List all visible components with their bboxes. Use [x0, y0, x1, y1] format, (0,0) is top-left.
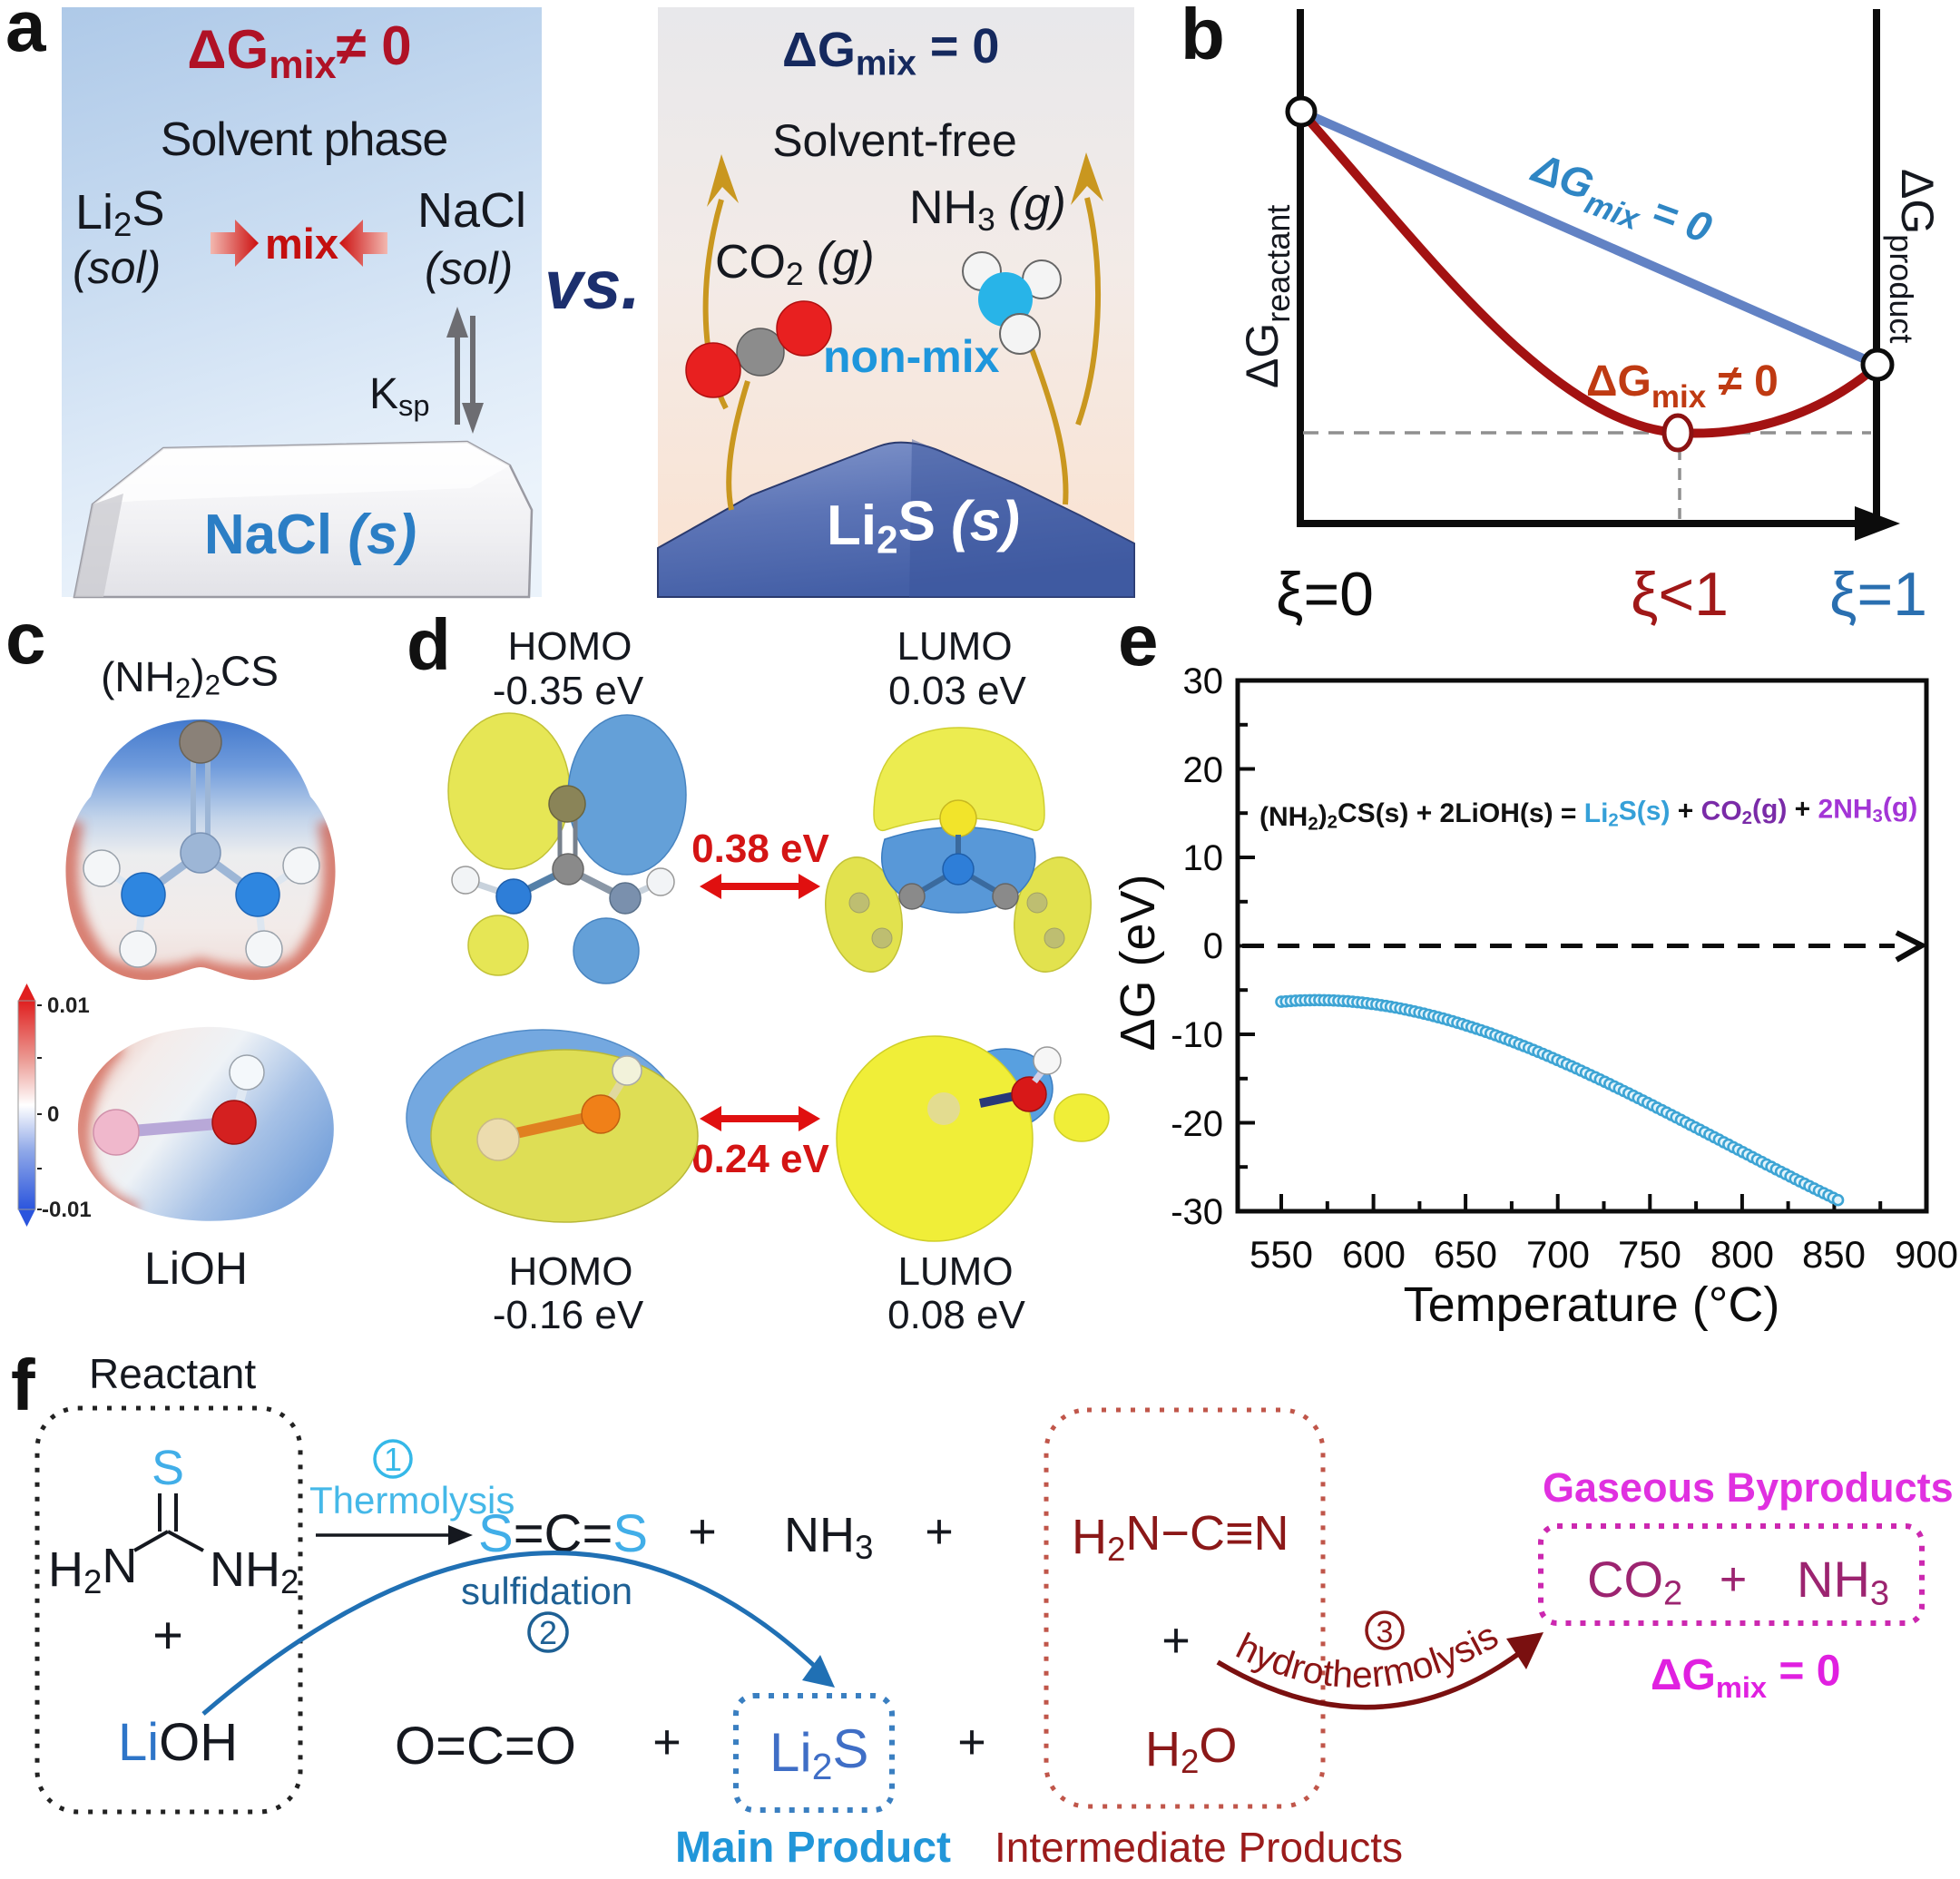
svg-text:0.03 eV: 0.03 eV: [888, 669, 1026, 713]
svg-text:b: b: [1181, 0, 1225, 74]
svg-text:850: 850: [1802, 1233, 1866, 1276]
svg-text:0.38 eV: 0.38 eV: [691, 827, 829, 871]
svg-text:vs.: vs.: [544, 247, 641, 324]
svg-text:Thermolysis: Thermolysis: [309, 1479, 514, 1522]
svg-text:0: 0: [47, 1102, 59, 1127]
svg-text:d: d: [407, 604, 451, 685]
svg-text:3: 3: [1377, 1615, 1394, 1649]
svg-text:H2​N−C≡N: H2​N−C≡N: [1072, 1506, 1289, 1568]
svg-text:-0.35 eV: -0.35 eV: [493, 669, 644, 713]
svg-text:30: 30: [1183, 661, 1224, 701]
svg-text:+: +: [652, 1715, 681, 1769]
svg-text:Gaseous Byproducts: Gaseous Byproducts: [1543, 1464, 1954, 1511]
svg-text:-0.16 eV: -0.16 eV: [493, 1293, 644, 1337]
svg-text:e: e: [1118, 600, 1159, 680]
svg-text:20: 20: [1183, 750, 1224, 790]
svg-text:mix: mix: [265, 220, 338, 268]
svg-text:Solvent phase: Solvent phase: [161, 113, 448, 166]
svg-text:+: +: [1720, 1553, 1747, 1606]
svg-text:ΔG (eV): ΔG (eV): [1111, 874, 1165, 1051]
svg-text:900: 900: [1895, 1233, 1958, 1276]
svg-text:650: 650: [1434, 1233, 1497, 1276]
svg-text:NaCl: NaCl: [417, 183, 526, 238]
svg-text:non-mix: non-mix: [823, 331, 1000, 382]
svg-text:+: +: [925, 1504, 954, 1559]
svg-text:LUMO: LUMO: [897, 1249, 1013, 1294]
svg-text:NaCl (s): NaCl (s): [204, 504, 416, 566]
svg-text:c: c: [5, 598, 46, 679]
svg-text:(sol): (sol): [73, 242, 161, 293]
svg-text:LUMO: LUMO: [897, 624, 1012, 669]
svg-text:+: +: [688, 1504, 717, 1559]
svg-text:10: 10: [1183, 838, 1224, 878]
svg-text:Main Product: Main Product: [675, 1824, 951, 1872]
svg-text:H2​O: H2​O: [1145, 1718, 1237, 1780]
svg-text:0.24 eV: 0.24 eV: [691, 1137, 829, 1181]
svg-text:+: +: [957, 1715, 986, 1769]
svg-text:0.08 eV: 0.08 eV: [887, 1293, 1025, 1337]
svg-text:(NH2​)2​CS: (NH2​)2​CS: [101, 648, 279, 704]
svg-text:Temperature (°C): Temperature (°C): [1404, 1277, 1780, 1332]
svg-text:1: 1: [384, 1441, 402, 1478]
svg-text:sulfidation: sulfidation: [461, 1570, 632, 1612]
svg-text:2: 2: [539, 1614, 557, 1651]
svg-text:-30: -30: [1171, 1192, 1223, 1232]
svg-text:f: f: [11, 1345, 35, 1425]
svg-text:O=C=O: O=C=O: [395, 1717, 576, 1776]
svg-text:750: 750: [1618, 1233, 1681, 1276]
svg-text:S: S: [152, 1441, 184, 1495]
svg-text:LiOH: LiOH: [144, 1243, 248, 1294]
svg-text:+: +: [1161, 1613, 1191, 1668]
svg-text:HOMO: HOMO: [509, 1249, 633, 1294]
svg-text:Intermediate Products: Intermediate Products: [995, 1824, 1403, 1871]
svg-text:Li2​S: Li2​S: [769, 1718, 868, 1787]
svg-text:800: 800: [1710, 1233, 1774, 1276]
svg-text:0: 0: [1203, 926, 1223, 966]
svg-text:Solvent-free: Solvent-free: [772, 115, 1017, 166]
svg-text:ξ<1: ξ<1: [1631, 560, 1729, 629]
svg-text:550: 550: [1250, 1233, 1313, 1276]
svg-text:(sol): (sol): [425, 243, 513, 294]
svg-text:LiOH: LiOH: [118, 1713, 238, 1772]
svg-text:a: a: [5, 0, 46, 66]
svg-text:-10: -10: [1171, 1015, 1223, 1055]
svg-text:Li2​S (s): Li2​S (s): [827, 491, 1020, 562]
svg-text:-20: -20: [1171, 1104, 1223, 1144]
svg-text:ξ=1: ξ=1: [1829, 560, 1927, 629]
svg-text:HOMO: HOMO: [508, 624, 632, 669]
svg-text:700: 700: [1526, 1233, 1590, 1276]
svg-text:-0.01: -0.01: [42, 1198, 92, 1222]
svg-text:600: 600: [1342, 1233, 1406, 1276]
svg-text:Reactant: Reactant: [89, 1350, 256, 1397]
svg-text:0.01: 0.01: [47, 993, 90, 1018]
svg-text:+: +: [152, 1606, 183, 1665]
svg-text:ξ=0: ξ=0: [1276, 560, 1374, 629]
